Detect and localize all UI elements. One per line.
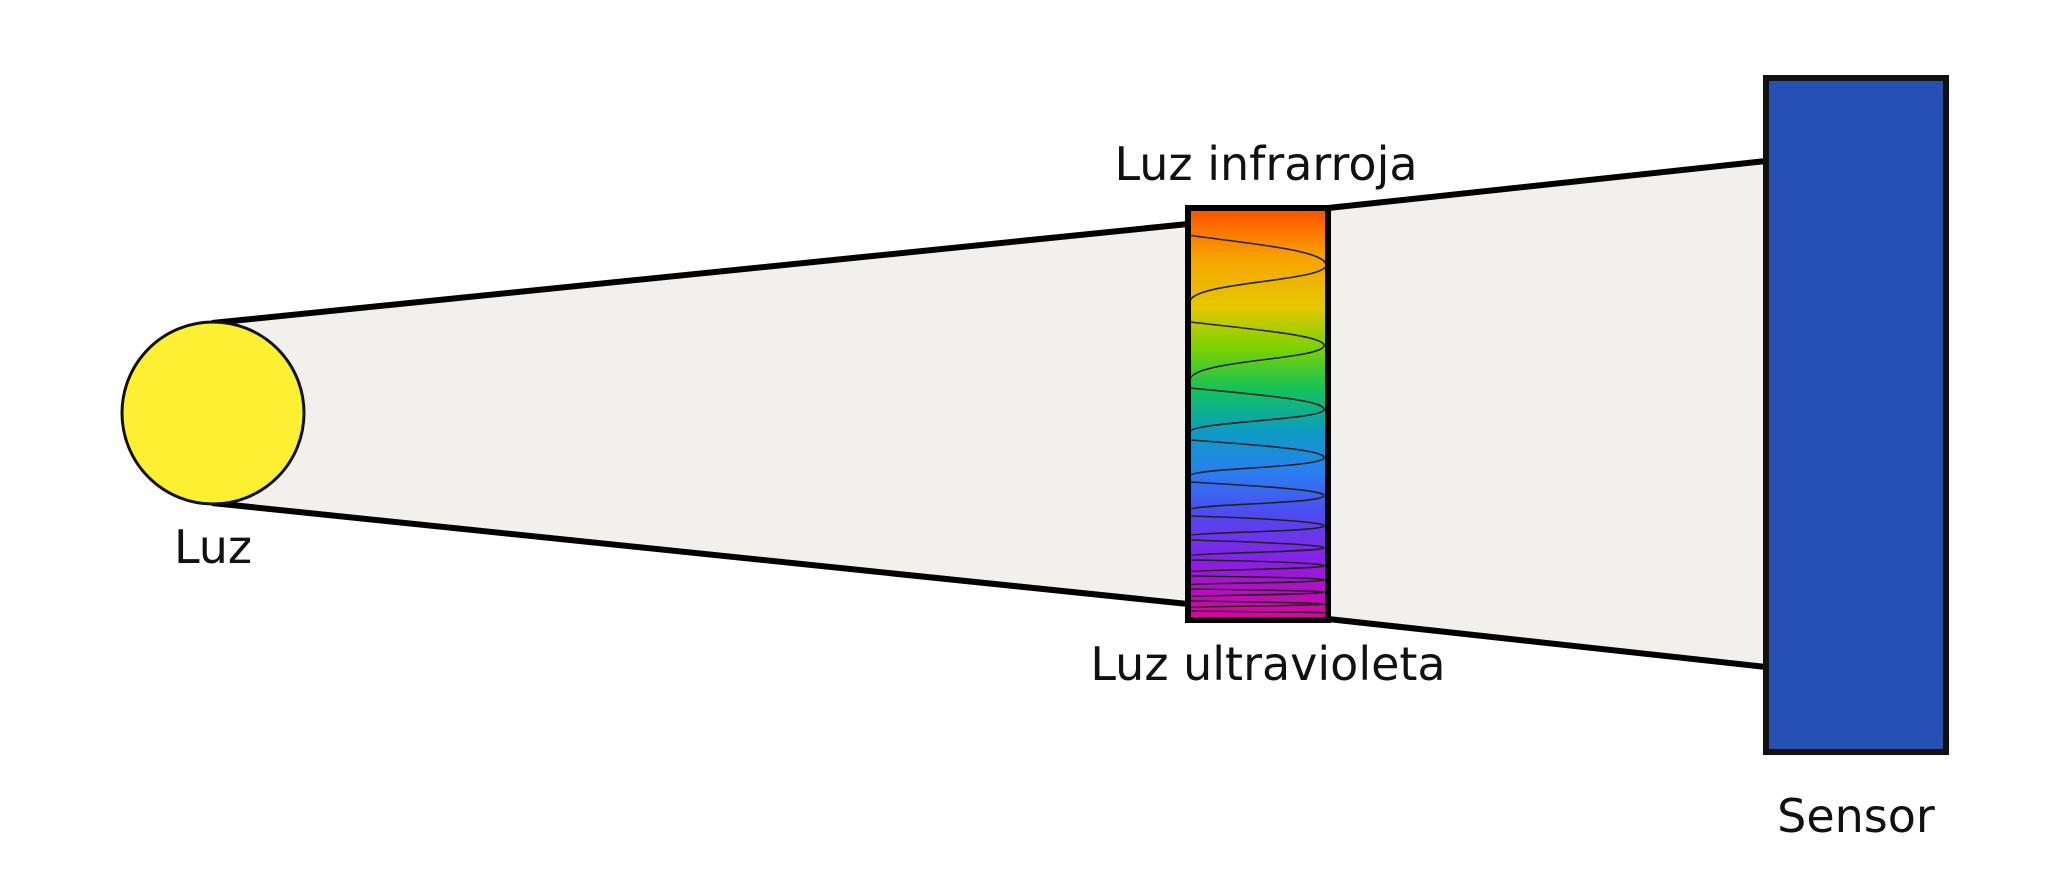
infrared-label: Luz infrarroja — [1114, 137, 1417, 191]
sensor-label: Sensor — [1777, 789, 1935, 843]
light-beam-right — [1328, 161, 1766, 667]
beam-top-edge-left — [211, 221, 1189, 326]
sensor-icon — [1763, 75, 1949, 755]
light-beam-left — [212, 224, 1188, 604]
beam-bottom-edge-right — [1327, 616, 1767, 670]
beam-bottom-edge-left — [211, 500, 1189, 607]
spectrum-filter — [1188, 208, 1328, 620]
ultraviolet-label: Luz ultravioleta — [1090, 637, 1445, 691]
source-label: Luz — [174, 520, 252, 574]
spectrum-filter-border — [1185, 205, 1331, 623]
light-source-icon — [120, 320, 306, 506]
beam-top-edge-right — [1327, 158, 1767, 211]
